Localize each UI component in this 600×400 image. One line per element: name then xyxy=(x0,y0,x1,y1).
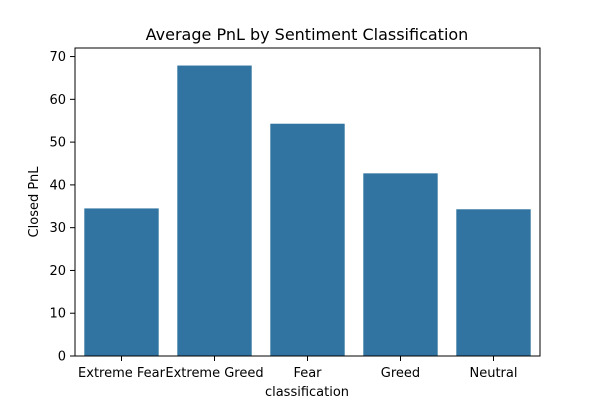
y-tick-label: 30 xyxy=(49,221,66,236)
x-tick-label: Extreme Fear xyxy=(78,366,166,381)
y-tick-label: 0 xyxy=(58,350,66,365)
y-axis: 0 10 20 30 40 50 60 70 xyxy=(49,50,75,365)
x-axis-label: classification xyxy=(265,385,349,400)
y-tick-label: 60 xyxy=(49,93,66,108)
x-tick-label: Extreme Greed xyxy=(165,366,263,381)
y-tick-label: 20 xyxy=(49,264,66,279)
x-tick-label: Fear xyxy=(293,366,322,381)
x-tick-label: Neutral xyxy=(470,366,518,381)
bar xyxy=(84,208,159,356)
y-tick-label: 10 xyxy=(49,307,66,322)
plot-frame xyxy=(74,47,541,357)
bar xyxy=(363,173,438,356)
bar xyxy=(456,209,531,356)
y-tick-label: 70 xyxy=(49,50,66,65)
bar xyxy=(270,123,345,356)
chart-title: Average PnL by Sentiment Classification xyxy=(146,25,469,44)
x-axis: Extreme Fear Extreme Greed Fear Greed Neutra… xyxy=(78,356,517,381)
bars-layer xyxy=(84,65,531,357)
bar xyxy=(177,65,252,357)
y-tick-label: 40 xyxy=(49,178,66,193)
y-axis-label: Closed PnL xyxy=(27,166,42,238)
x-tick-label: Greed xyxy=(381,366,420,381)
y-tick-label: 50 xyxy=(49,136,66,151)
